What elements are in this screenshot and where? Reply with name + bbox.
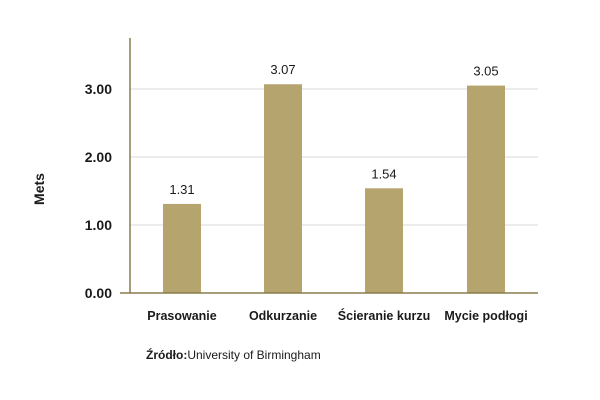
y-tick-label: 3.00 [85, 81, 112, 97]
bar [264, 84, 302, 294]
x-tick-label: Prasowanie [147, 309, 217, 323]
bar [467, 85, 505, 293]
x-tick-label: Ścieranie kurzu [338, 308, 430, 323]
data-label: 1.31 [169, 182, 194, 197]
y-tick-label: 1.00 [85, 217, 112, 233]
source-text: University of Birmingham [187, 348, 321, 362]
data-label: 1.54 [371, 166, 396, 181]
source-label: Źródło: [146, 348, 188, 362]
bar [163, 203, 201, 293]
x-tick-label: Mycie podłogi [444, 309, 527, 323]
data-label: 3.05 [473, 64, 498, 79]
bar [365, 188, 403, 293]
x-tick-label: Odkurzanie [249, 309, 317, 323]
y-tick-label: 0.00 [85, 285, 112, 301]
source-note: Źródło:University of Birmingham [146, 348, 321, 362]
y-tick-label: 2.00 [85, 149, 112, 165]
y-axis-label: Mets [31, 173, 47, 205]
data-label: 3.07 [270, 62, 295, 77]
